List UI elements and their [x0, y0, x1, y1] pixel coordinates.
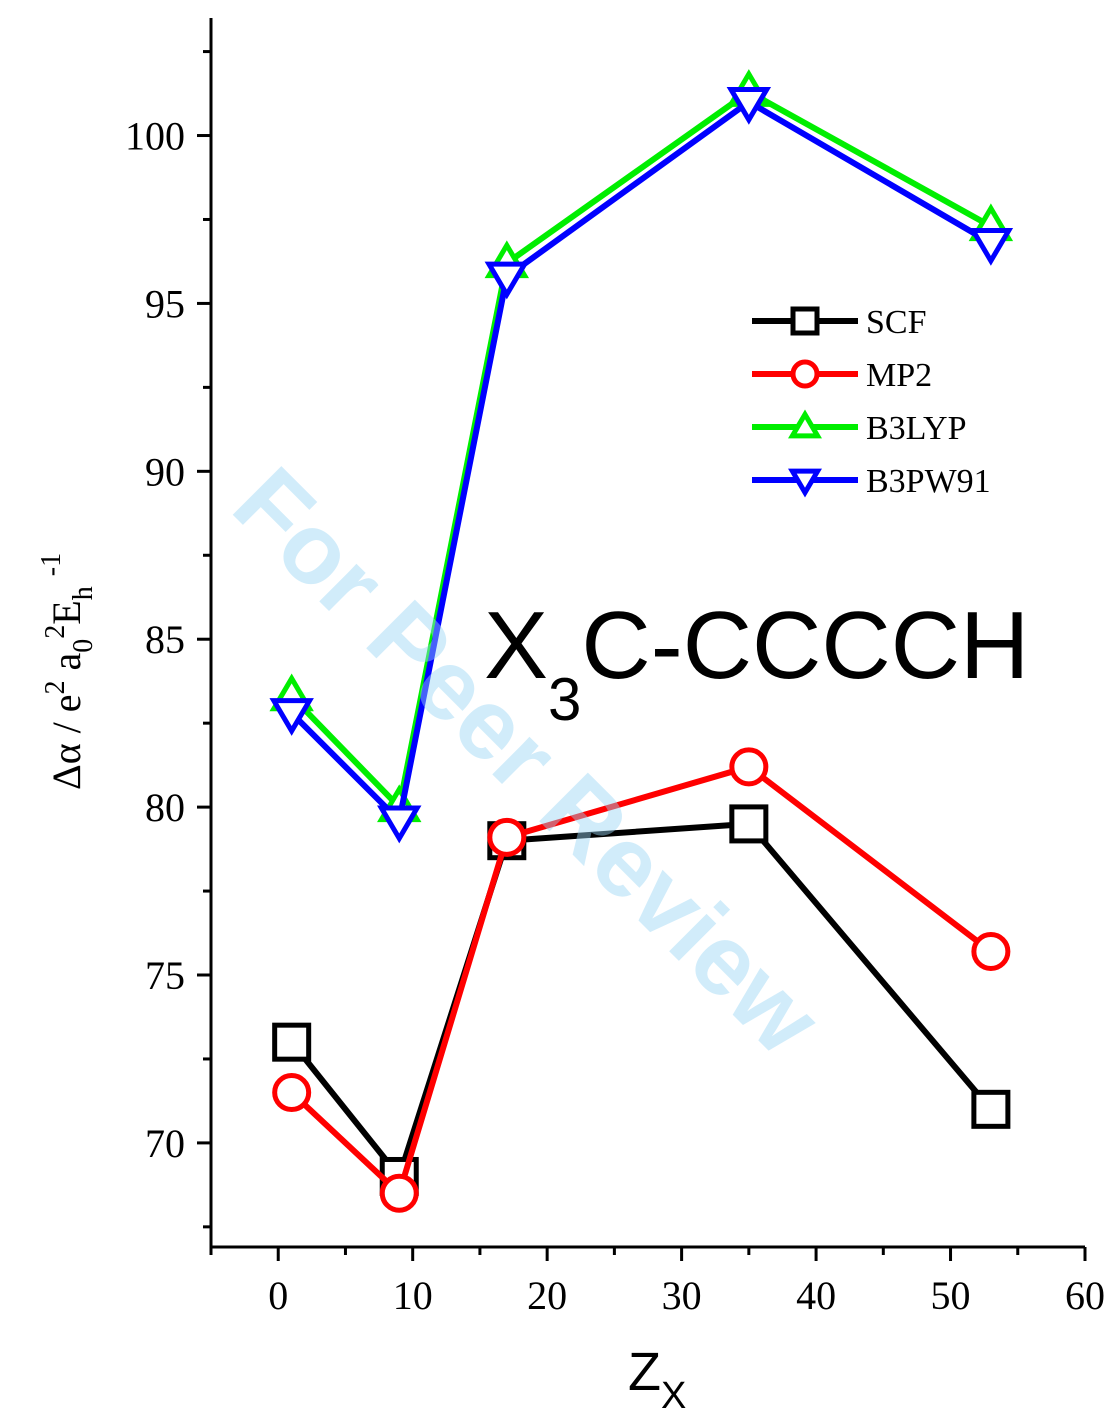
series-line	[289, 98, 993, 824]
data-point	[484, 261, 530, 300]
data-point	[269, 698, 314, 736]
axes: 0 10 20 30 40 50 60 70 75 80 85 90 95 100	[125, 18, 1105, 1318]
legend-marker	[790, 359, 820, 389]
x-tick-label: 50	[931, 1273, 971, 1318]
chart-annotation: X3C-CCCCH	[484, 592, 1029, 733]
data-point	[272, 1022, 312, 1062]
series-b3pw91	[269, 86, 1014, 844]
legend-item-mp2: MP2	[752, 357, 932, 394]
series-layer	[269, 69, 1014, 1213]
x-axis-title-main: Z	[628, 1342, 661, 1402]
y-axis-title-part-8: -1	[36, 553, 67, 576]
y-axis-title-part-4: 0	[68, 639, 99, 653]
x-tick-label: 0	[268, 1273, 288, 1318]
data-point	[729, 804, 769, 844]
y-tick-label: 85	[145, 617, 185, 662]
y-axis-title-part-7: h	[68, 586, 99, 600]
legend-item-b3lyp: B3LYP	[752, 409, 967, 447]
y-tick-label: 100	[125, 114, 185, 159]
legend-item-scf: SCF	[752, 304, 927, 341]
legend-marker	[788, 468, 822, 498]
y-axis-title-part-1: Δα / e	[44, 694, 89, 790]
y-axis-title-part-3: a	[44, 652, 89, 680]
annotation-main: X	[484, 592, 548, 699]
x-axis-title: ZX	[628, 1342, 686, 1416]
legend-item-b3pw91: B3PW91	[752, 463, 991, 500]
x-tick-label: 40	[796, 1273, 836, 1318]
y-tick-label: 80	[145, 785, 185, 830]
data-point	[971, 1089, 1011, 1129]
x-tick-label: 20	[527, 1273, 567, 1318]
data-point	[379, 1173, 419, 1213]
annotation-rest: C-CCCCH	[581, 592, 1029, 699]
legend-label: B3LYP	[866, 410, 967, 447]
y-tick-label: 70	[145, 1121, 185, 1166]
y-axis-title-part-2: 2	[40, 680, 71, 694]
x-axis-title-sub: X	[661, 1375, 686, 1416]
legend: SCF MP2 B3LYP B3PW91	[752, 304, 991, 500]
y-tick-label: 90	[145, 449, 185, 494]
y-axis-title: Δα / e2 a02Eh-1	[36, 553, 99, 790]
data-point	[968, 227, 1014, 266]
x-tick-label: 10	[393, 1273, 433, 1318]
legend-marker	[788, 409, 822, 439]
data-point	[487, 817, 527, 857]
data-point	[272, 1073, 312, 1113]
series-mp2	[272, 747, 1011, 1213]
y-axis-title-part-5: 2	[40, 625, 71, 639]
data-point	[729, 747, 769, 787]
x-tick-label: 30	[662, 1273, 702, 1318]
annotation-sub: 3	[548, 666, 581, 733]
legend-label: SCF	[866, 304, 927, 341]
legend-label: MP2	[866, 357, 932, 394]
data-point	[971, 932, 1011, 972]
legend-label: B3PW91	[866, 463, 991, 500]
data-point	[377, 805, 422, 844]
y-axis-title-part-6: E	[44, 600, 89, 624]
y-tick-label: 75	[145, 953, 185, 998]
legend-marker	[790, 306, 820, 336]
y-tick-label: 95	[145, 281, 185, 326]
x-tick-label: 60	[1065, 1273, 1105, 1318]
data-point	[726, 86, 772, 125]
